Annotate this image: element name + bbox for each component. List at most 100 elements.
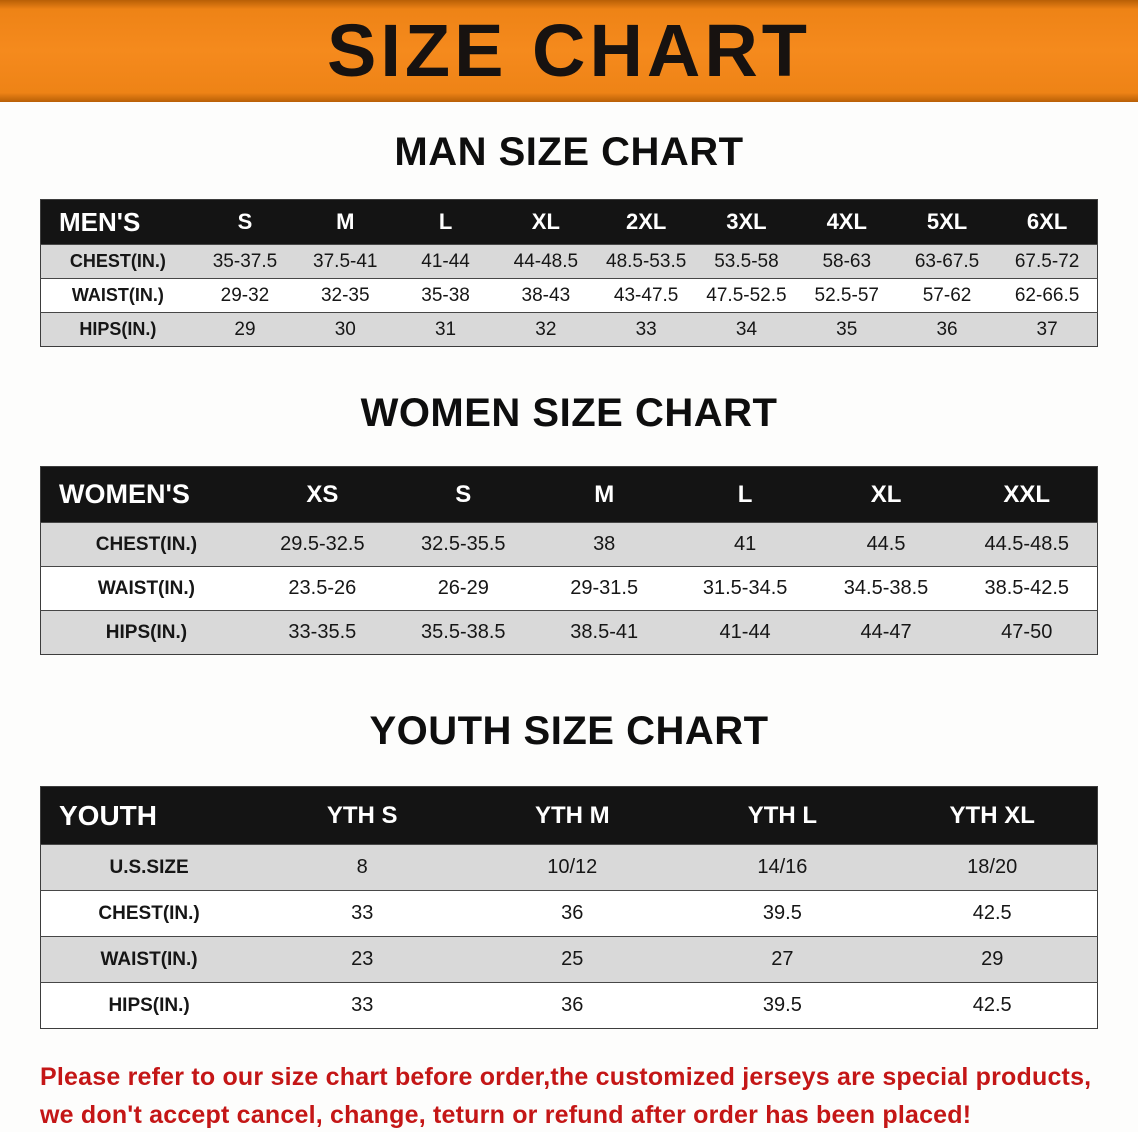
- table-header-row: WOMEN'S XS S M L XL XXL: [40, 466, 1098, 523]
- measurement-value: 30: [295, 312, 396, 347]
- measurement-label: CHEST(IN.): [40, 244, 195, 279]
- measurement-value: 32.5-35.5: [392, 522, 534, 567]
- measurement-value: 67.5-72: [997, 244, 1098, 279]
- women-section: WOMEN SIZE CHART WOMEN'S XS S M L XL XXL CHEST(…: [0, 391, 1138, 655]
- measurement-value: 35-38: [395, 278, 496, 313]
- footer-notice: Please refer to our size chart before or…: [40, 1059, 1098, 1132]
- measurement-value: 48.5-53.5: [596, 244, 697, 279]
- table-row: WAIST(IN.) 29-32 32-35 35-38 38-43 43-47.5 47.…: [40, 278, 1098, 313]
- measurement-value: 29-32: [194, 278, 296, 313]
- size-column-header: XS: [251, 466, 393, 523]
- size-column-header: M: [295, 199, 396, 245]
- size-column-header: XXL: [956, 466, 1098, 523]
- measurement-value: 35-37.5: [194, 244, 296, 279]
- size-column-header: M: [533, 466, 675, 523]
- measurement-label: HIPS(IN.): [40, 982, 258, 1029]
- measurement-label: U.S.SIZE: [40, 844, 258, 891]
- size-column-header: 3XL: [696, 199, 797, 245]
- measurement-value: 23: [257, 936, 468, 983]
- measurement-value: 39.5: [677, 890, 888, 937]
- measurement-value: 23.5-26: [251, 566, 393, 611]
- youth-size-table: YOUTH YTH S YTH M YTH L YTH XL U.S.SIZE 8 10/12…: [40, 786, 1098, 1029]
- measurement-value: 26-29: [392, 566, 534, 611]
- measurement-value: 34: [696, 312, 797, 347]
- measurement-value: 37.5-41: [295, 244, 396, 279]
- measurement-value: 38-43: [495, 278, 596, 313]
- table-row: CHEST(IN.) 29.5-32.5 32.5-35.5 38 41 44.5 44.5…: [40, 522, 1098, 567]
- youth-section-heading: YOUTH SIZE CHART: [369, 709, 769, 753]
- measurement-value: 35.5-38.5: [392, 610, 534, 655]
- size-column-header: 5XL: [896, 199, 998, 245]
- measurement-value: 33: [257, 982, 468, 1029]
- men-section: MAN SIZE CHART MEN'S S M L XL 2XL 3XL 4XL 5XL 6XL…: [0, 130, 1138, 347]
- measurement-value: 33: [257, 890, 468, 937]
- size-column-header: YTH S: [257, 786, 468, 845]
- measurement-value: 41-44: [395, 244, 496, 279]
- table-row: U.S.SIZE 8 10/12 14/16 18/20: [40, 844, 1098, 891]
- measurement-value: 14/16: [677, 844, 888, 891]
- measurement-value: 44.5-48.5: [956, 522, 1098, 567]
- measurement-value: 8: [257, 844, 468, 891]
- measurement-value: 57-62: [896, 278, 998, 313]
- youth-section: YOUTH SIZE CHART YOUTH YTH S YTH M YTH L YTH…: [0, 709, 1138, 1029]
- measurement-value: 38.5-41: [533, 610, 675, 655]
- measurement-value: 62-66.5: [997, 278, 1098, 313]
- measurement-value: 32-35: [295, 278, 396, 313]
- table-corner-label: MEN'S: [40, 199, 195, 245]
- size-column-header: S: [392, 466, 534, 523]
- men-section-heading: MAN SIZE CHART: [394, 130, 744, 174]
- measurement-label: HIPS(IN.): [40, 610, 252, 655]
- measurement-value: 31.5-34.5: [674, 566, 816, 611]
- page-title: SIZE CHART: [327, 9, 811, 92]
- size-column-header: YTH XL: [887, 786, 1098, 845]
- measurement-value: 53.5-58: [696, 244, 797, 279]
- women-size-table: WOMEN'S XS S M L XL XXL CHEST(IN.) 29.5-32.5 32.5…: [40, 466, 1098, 655]
- measurement-value: 36: [467, 890, 678, 937]
- table-row: CHEST(IN.) 33 36 39.5 42.5: [40, 890, 1098, 937]
- notice-line-2: we don't accept cancel, change, teturn o…: [40, 1100, 972, 1129]
- measurement-value: 41-44: [674, 610, 816, 655]
- measurement-value: 34.5-38.5: [815, 566, 957, 611]
- measurement-value: 39.5: [677, 982, 888, 1029]
- table-corner-label: WOMEN'S: [40, 466, 252, 523]
- measurement-value: 63-67.5: [896, 244, 998, 279]
- measurement-label: WAIST(IN.): [40, 278, 195, 313]
- measurement-value: 41: [674, 522, 816, 567]
- measurement-value: 42.5: [887, 982, 1098, 1029]
- measurement-value: 29: [887, 936, 1098, 983]
- size-column-header: L: [674, 466, 816, 523]
- measurement-value: 43-47.5: [596, 278, 697, 313]
- size-column-header: L: [395, 199, 496, 245]
- measurement-value: 25: [467, 936, 678, 983]
- measurement-value: 38.5-42.5: [956, 566, 1098, 611]
- measurement-value: 44-48.5: [495, 244, 596, 279]
- measurement-value: 32: [495, 312, 596, 347]
- banner: SIZE CHART: [0, 0, 1138, 102]
- measurement-value: 52.5-57: [796, 278, 897, 313]
- size-column-header: 6XL: [997, 199, 1098, 245]
- measurement-value: 36: [467, 982, 678, 1029]
- measurement-value: 47.5-52.5: [696, 278, 797, 313]
- measurement-value: 18/20: [887, 844, 1098, 891]
- size-column-header: YTH L: [677, 786, 888, 845]
- table-row: WAIST(IN.) 23 25 27 29: [40, 936, 1098, 983]
- table-row: HIPS(IN.) 33 36 39.5 42.5: [40, 982, 1098, 1029]
- measurement-value: 38: [533, 522, 675, 567]
- measurement-value: 58-63: [796, 244, 897, 279]
- measurement-value: 10/12: [467, 844, 678, 891]
- measurement-value: 42.5: [887, 890, 1098, 937]
- size-column-header: YTH M: [467, 786, 678, 845]
- men-size-table: MEN'S S M L XL 2XL 3XL 4XL 5XL 6XL CHEST(IN.) 35-37…: [40, 199, 1098, 347]
- table-row: HIPS(IN.) 29 30 31 32 33 34 35 36 37: [40, 312, 1098, 347]
- size-column-header: XL: [495, 199, 596, 245]
- measurement-label: WAIST(IN.): [40, 566, 252, 611]
- measurement-value: 27: [677, 936, 888, 983]
- table-row: CHEST(IN.) 35-37.5 37.5-41 41-44 44-48.5 48.5…: [40, 244, 1098, 279]
- measurement-value: 33-35.5: [251, 610, 393, 655]
- size-column-header: S: [194, 199, 296, 245]
- measurement-value: 44.5: [815, 522, 957, 567]
- measurement-value: 33: [596, 312, 697, 347]
- measurement-label: WAIST(IN.): [40, 936, 258, 983]
- measurement-label: CHEST(IN.): [40, 522, 252, 567]
- measurement-value: 44-47: [815, 610, 957, 655]
